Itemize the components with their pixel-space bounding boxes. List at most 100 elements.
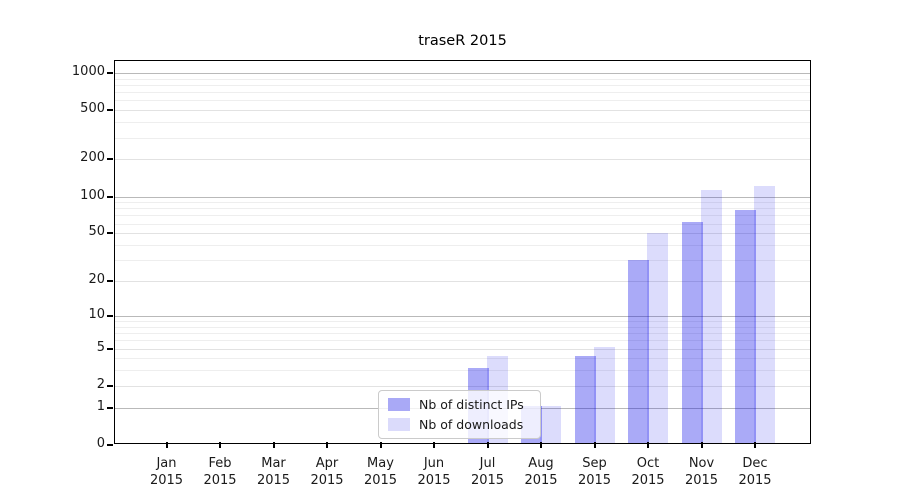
x-tick-label-nov: Nov 2015 xyxy=(674,455,730,489)
x-tick-month: Jun xyxy=(423,456,445,471)
bar-ips-dec xyxy=(735,209,756,443)
bar-downloads-nov xyxy=(700,190,722,443)
x-tick-month: Nov xyxy=(688,456,715,471)
y-tick-label-20: 20 xyxy=(88,272,105,288)
legend-swatch-distinct-ips xyxy=(388,398,410,411)
x-tick-label-jul: Jul 2015 xyxy=(460,455,516,489)
y-tick-label-10: 10 xyxy=(88,306,105,322)
gridline-20 xyxy=(115,281,810,283)
x-tick-year: 2015 xyxy=(470,473,505,489)
gridline-minor xyxy=(115,208,810,210)
x-tick-month: Jan xyxy=(156,456,177,471)
gridline-500 xyxy=(115,110,810,112)
x-tick-label-mar: Mar 2015 xyxy=(246,455,302,489)
x-tick-mark-aug xyxy=(540,442,542,448)
y-tick-mark-0 xyxy=(107,444,113,446)
x-tick-mark-mar xyxy=(272,442,275,448)
bar-downloads-oct xyxy=(647,233,668,443)
bar-ips-oct xyxy=(628,259,649,443)
x-tick-mark-apr xyxy=(326,442,328,448)
bar-downloads-aug xyxy=(540,405,561,443)
y-tick-mark-20 xyxy=(107,280,113,283)
y-tick-mark-200 xyxy=(107,158,113,161)
x-tick-mark-jan xyxy=(165,442,168,448)
y-tick-mark-1000 xyxy=(107,72,113,74)
gridline-minor xyxy=(115,92,810,94)
y-tick-mark-10 xyxy=(107,314,113,317)
x-tick-month: Feb xyxy=(208,456,232,471)
x-tick-mark-jul xyxy=(486,442,489,448)
x-tick-mark-nov xyxy=(700,442,703,448)
gridline-minor xyxy=(115,321,810,323)
x-tick-month: Sep xyxy=(582,456,607,471)
legend-item-downloads: Nb of downloads xyxy=(388,417,531,432)
x-tick-year: 2015 xyxy=(738,473,772,489)
x-tick-month: May xyxy=(367,456,394,471)
x-tick-month: Oct xyxy=(636,456,660,471)
gridline-2 xyxy=(115,385,810,387)
gridline-minor xyxy=(115,202,810,204)
bar-ips-sep xyxy=(574,356,596,443)
y-tick-mark-50 xyxy=(107,232,113,235)
y-tick-mark-500 xyxy=(107,109,113,112)
x-tick-label-aug: Aug 2015 xyxy=(513,455,569,489)
x-tick-label-feb: Feb 2015 xyxy=(192,455,248,489)
y-tick-label-50: 50 xyxy=(88,224,105,240)
gridline-50 xyxy=(115,233,810,235)
x-tick-mark-sep xyxy=(593,442,596,448)
x-tick-year: 2015 xyxy=(577,473,612,489)
x-tick-month: Dec xyxy=(742,456,768,471)
x-tick-month: Aug xyxy=(528,456,554,471)
x-tick-label-jun: Jun 2015 xyxy=(406,455,462,489)
plot-area: 0 1 2 5 10 20 50 100 200 500 1000 Jan 2015 Feb 2015 Mar… xyxy=(72,60,811,488)
y-tick-label-1: 1 xyxy=(96,398,105,414)
y-tick-label-100: 100 xyxy=(80,187,105,203)
legend-item-distinct-ips: Nb of distinct IPs xyxy=(388,397,531,412)
gridline-minor xyxy=(115,215,810,217)
x-tick-label-may: May 2015 xyxy=(353,455,409,489)
bar-downloads-dec xyxy=(754,186,775,443)
y-tick-label-2: 2 xyxy=(96,376,105,392)
x-tick-mark-may xyxy=(379,442,382,448)
x-tick-mark-oct xyxy=(647,442,649,448)
gridline-200 xyxy=(115,159,810,161)
legend-swatch-downloads xyxy=(388,418,410,431)
y-tick-mark-1 xyxy=(107,406,113,409)
x-tick-year: 2015 xyxy=(631,473,665,489)
gridline-minor xyxy=(115,333,810,335)
y-tick-mark-2 xyxy=(107,384,113,387)
gridline-minor xyxy=(115,100,810,102)
gridline-minor xyxy=(115,122,810,124)
chart-title: traseR 2015 xyxy=(418,33,507,49)
x-tick-label-jan: Jan 2015 xyxy=(139,455,195,489)
x-tick-month: Jul xyxy=(479,456,496,471)
x-tick-year: 2015 xyxy=(149,473,184,489)
x-tick-month: Mar xyxy=(261,456,286,471)
y-tick-mark-5 xyxy=(107,347,113,350)
x-tick-label-dec: Dec 2015 xyxy=(727,455,783,489)
gridline-minor xyxy=(115,340,810,342)
gridline-10 xyxy=(115,315,810,317)
x-tick-mark-dec xyxy=(754,442,756,448)
gridline-minor xyxy=(115,78,810,80)
y-tick-label-0: 0 xyxy=(96,436,105,451)
gridline-5 xyxy=(115,348,810,350)
x-tick-label-apr: Apr 2015 xyxy=(299,455,355,489)
y-tick-label-5: 5 xyxy=(96,339,105,355)
gridline-minor xyxy=(115,370,810,372)
x-tick-year: 2015 xyxy=(417,473,451,489)
x-tick-mark-feb xyxy=(219,442,221,448)
y-tick-label-500: 500 xyxy=(80,101,105,117)
gridline-minor xyxy=(115,260,810,262)
bar-ips-nov xyxy=(681,221,703,443)
legend-label-downloads: Nb of downloads xyxy=(419,417,524,432)
x-tick-year: 2015 xyxy=(524,473,558,489)
y-tick-label-1000: 1000 xyxy=(71,64,105,79)
x-tick-year: 2015 xyxy=(203,473,237,489)
x-tick-label-sep: Sep 2015 xyxy=(567,455,623,489)
x-tick-month: Apr xyxy=(315,456,339,471)
x-tick-year: 2015 xyxy=(256,473,291,489)
bar-downloads-sep xyxy=(593,346,615,443)
gridline-minor xyxy=(115,223,810,225)
